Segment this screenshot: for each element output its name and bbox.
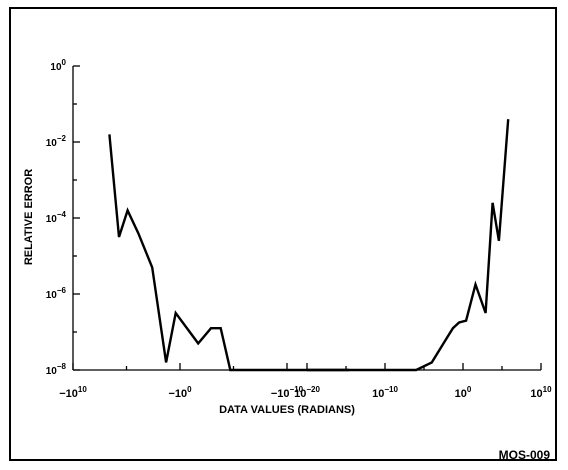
x-tick-label: 1010 — [530, 385, 552, 400]
axis-ticks — [72, 65, 542, 371]
axes — [72, 66, 541, 371]
tick-labels: 100 10−2 10−4 10−6 10−8 −1010 −100 −10−1010−20 1… — [46, 58, 552, 400]
figure-id-label: MOS-009 — [498, 448, 550, 462]
y-tick-label: 100 — [50, 58, 66, 73]
data-series — [108, 119, 510, 372]
error-curve-negative — [108, 134, 350, 372]
y-axis-label: RELATIVE ERROR — [23, 169, 35, 265]
x-tick-label: −10−10 — [271, 385, 304, 400]
figure-frame — [9, 7, 557, 461]
x-tick-label: 10−20 — [294, 385, 320, 400]
y-tick-label: 10−4 — [46, 210, 67, 225]
x-tick-label: 100 — [455, 385, 472, 400]
error-curve-positive — [307, 119, 510, 372]
x-axis-label: DATA VALUES (RADIANS) — [219, 404, 355, 416]
y-tick-label: 10−2 — [46, 134, 67, 149]
x-tick-label: 10−10 — [372, 385, 398, 400]
x-tick-label: −1010 — [59, 385, 87, 400]
y-tick-label: 10−6 — [46, 286, 67, 301]
x-tick-label: −100 — [168, 385, 192, 400]
y-tick-label: 10−8 — [46, 362, 67, 377]
